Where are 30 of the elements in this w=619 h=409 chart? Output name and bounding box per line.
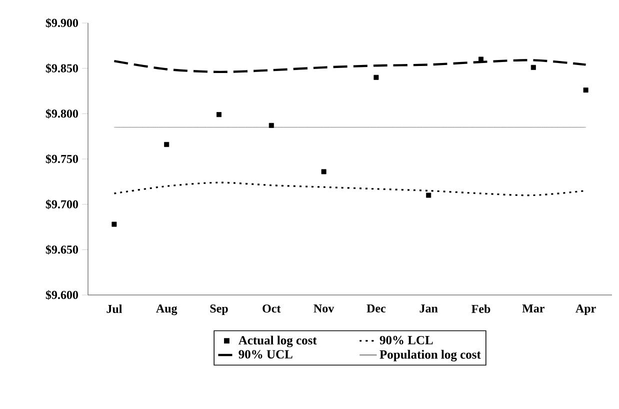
- y-tick-label: $9.750: [46, 154, 78, 164]
- x-tick-label: Nov: [314, 304, 334, 312]
- x-tick-label: Apr: [576, 304, 596, 315]
- x-tick-label: Jan: [420, 304, 438, 312]
- point: [530, 64, 536, 70]
- point: [216, 112, 222, 118]
- x-tick-label: Oct: [262, 304, 281, 313]
- x-tick-label: Feb: [472, 304, 490, 313]
- point: [268, 122, 274, 128]
- legend-label: 90% LCL: [380, 336, 433, 344]
- point: [583, 88, 588, 93]
- x-tick-label: Jul: [106, 304, 122, 313]
- y-tick-label: $9.600: [46, 290, 78, 300]
- y-tick-label: $9.700: [46, 200, 78, 210]
- x-tick-label: Aug: [156, 304, 178, 316]
- point: [321, 169, 326, 174]
- point: [374, 74, 379, 80]
- point: [112, 222, 117, 227]
- x-tick-label: Sep: [210, 304, 228, 316]
- y-tick-label: $9.900: [46, 18, 78, 28]
- point: [164, 142, 170, 147]
- x-tick-label: Mar: [522, 304, 544, 312]
- x-tick-label: Dec: [366, 304, 386, 312]
- y-tick-label: $9.850: [46, 64, 78, 74]
- y-tick-label: $9.650: [46, 244, 78, 254]
- y-tick-label: $9.800: [46, 108, 78, 118]
- legend-label: Population log cost: [380, 350, 481, 362]
- point: [426, 192, 432, 198]
- legend-label: 90% UCL: [238, 350, 292, 359]
- legend-label: Actual log cost: [238, 336, 317, 348]
